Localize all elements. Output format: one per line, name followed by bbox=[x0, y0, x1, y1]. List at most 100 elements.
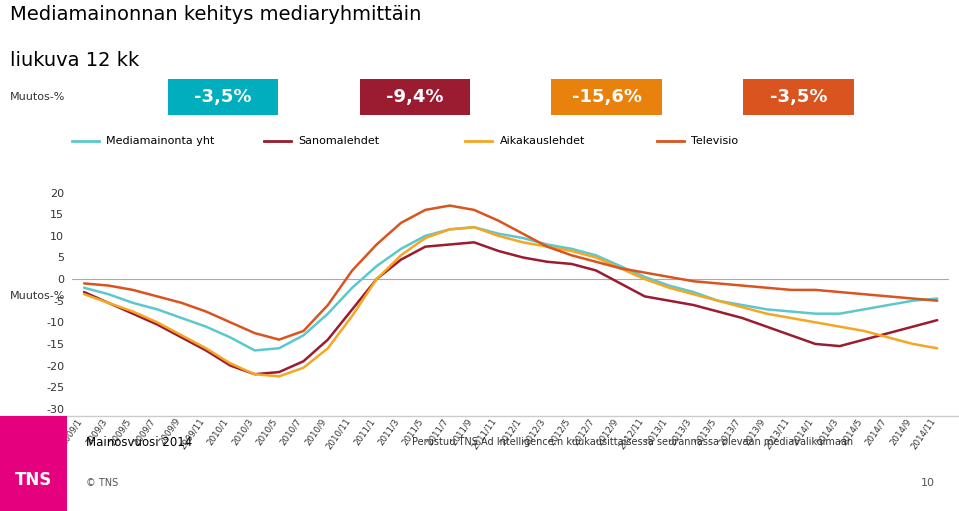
Aikakauslehdet bbox=[297, 365, 309, 371]
Televisio bbox=[882, 293, 894, 299]
Sanomalehdet bbox=[346, 306, 358, 312]
Mediamainonta yht bbox=[664, 283, 675, 289]
Televisio bbox=[297, 328, 309, 334]
Sanomalehdet bbox=[103, 300, 114, 306]
Televisio bbox=[760, 285, 772, 291]
Mediamainonta yht bbox=[590, 252, 601, 259]
Mediamainonta yht bbox=[371, 263, 383, 269]
Aikakauslehdet bbox=[809, 319, 821, 326]
Text: Mediamainonta yht: Mediamainonta yht bbox=[106, 135, 215, 146]
Mediamainonta yht bbox=[468, 224, 480, 230]
Televisio bbox=[664, 274, 675, 280]
Sanomalehdet bbox=[542, 259, 553, 265]
Aikakauslehdet bbox=[858, 328, 870, 334]
Sanomalehdet bbox=[809, 341, 821, 347]
Aikakauslehdet bbox=[103, 300, 114, 306]
Mediamainonta yht bbox=[103, 291, 114, 297]
Text: Muutos-%: Muutos-% bbox=[10, 291, 65, 301]
Line: Mediamainonta yht: Mediamainonta yht bbox=[84, 227, 937, 351]
Mediamainonta yht bbox=[175, 315, 187, 321]
Text: -3,5%: -3,5% bbox=[770, 88, 827, 106]
Mediamainonta yht bbox=[834, 311, 846, 317]
Text: TNS: TNS bbox=[15, 471, 52, 490]
Mediamainonta yht bbox=[420, 233, 432, 239]
Sanomalehdet bbox=[907, 323, 919, 330]
Text: -9,4%: -9,4% bbox=[386, 88, 443, 106]
Mediamainonta yht bbox=[152, 306, 163, 312]
Sanomalehdet bbox=[688, 302, 699, 308]
Televisio bbox=[200, 309, 212, 315]
Text: -3,5%: -3,5% bbox=[195, 88, 251, 106]
Sanomalehdet bbox=[371, 276, 383, 282]
Mediamainonta yht bbox=[224, 334, 236, 340]
Aikakauslehdet bbox=[468, 224, 480, 230]
Sanomalehdet bbox=[128, 311, 139, 317]
Text: liukuva 12 kk: liukuva 12 kk bbox=[10, 51, 139, 70]
Aikakauslehdet bbox=[639, 276, 650, 282]
Sanomalehdet bbox=[931, 317, 943, 323]
Text: Televisio: Televisio bbox=[691, 135, 738, 146]
Sanomalehdet bbox=[152, 321, 163, 328]
Televisio bbox=[79, 281, 90, 287]
Televisio bbox=[103, 283, 114, 289]
Aikakauslehdet bbox=[688, 291, 699, 297]
Text: Perustuu TNS Ad Intelligence:n kuukausittaisessa seurannassa olevaan mediavaliko: Perustuu TNS Ad Intelligence:n kuukausit… bbox=[412, 437, 854, 447]
Sanomalehdet bbox=[664, 297, 675, 304]
Aikakauslehdet bbox=[664, 285, 675, 291]
Text: Mediamainonnan kehitys mediaryhmittäin: Mediamainonnan kehitys mediaryhmittäin bbox=[10, 5, 421, 24]
Televisio bbox=[420, 207, 432, 213]
Televisio bbox=[639, 269, 650, 275]
Mediamainonta yht bbox=[809, 311, 821, 317]
Mediamainonta yht bbox=[737, 302, 748, 308]
Televisio bbox=[907, 295, 919, 301]
Mediamainonta yht bbox=[615, 263, 626, 269]
Televisio bbox=[346, 267, 358, 273]
Televisio bbox=[542, 244, 553, 250]
Aikakauslehdet bbox=[713, 297, 724, 304]
Aikakauslehdet bbox=[907, 341, 919, 347]
Line: Aikakauslehdet: Aikakauslehdet bbox=[84, 227, 937, 377]
Televisio bbox=[590, 259, 601, 265]
Televisio bbox=[737, 283, 748, 289]
Mediamainonta yht bbox=[128, 300, 139, 306]
Televisio bbox=[224, 319, 236, 326]
Mediamainonta yht bbox=[907, 297, 919, 304]
Sanomalehdet bbox=[615, 281, 626, 287]
Text: Muutos-%: Muutos-% bbox=[10, 92, 65, 102]
Sanomalehdet bbox=[517, 254, 528, 261]
Sanomalehdet bbox=[713, 309, 724, 315]
Aikakauslehdet bbox=[395, 252, 407, 259]
Mediamainonta yht bbox=[566, 246, 577, 252]
Televisio bbox=[566, 252, 577, 259]
Televisio bbox=[493, 218, 504, 224]
Sanomalehdet bbox=[175, 334, 187, 340]
Televisio bbox=[322, 302, 334, 308]
Televisio bbox=[713, 281, 724, 287]
Aikakauslehdet bbox=[760, 311, 772, 317]
Sanomalehdet bbox=[395, 257, 407, 263]
Televisio bbox=[395, 220, 407, 226]
Televisio bbox=[468, 207, 480, 213]
Aikakauslehdet bbox=[542, 244, 553, 250]
Aikakauslehdet bbox=[493, 233, 504, 239]
Aikakauslehdet bbox=[249, 371, 261, 377]
Mediamainonta yht bbox=[639, 274, 650, 280]
Text: Sanomalehdet: Sanomalehdet bbox=[298, 135, 380, 146]
Sanomalehdet bbox=[785, 332, 797, 338]
Aikakauslehdet bbox=[882, 334, 894, 340]
Mediamainonta yht bbox=[713, 297, 724, 304]
Televisio bbox=[809, 287, 821, 293]
Mediamainonta yht bbox=[79, 285, 90, 291]
Sanomalehdet bbox=[79, 289, 90, 295]
Televisio bbox=[688, 278, 699, 284]
Aikakauslehdet bbox=[590, 254, 601, 261]
Sanomalehdet bbox=[566, 261, 577, 267]
Sanomalehdet bbox=[760, 323, 772, 330]
Aikakauslehdet bbox=[834, 323, 846, 330]
Televisio bbox=[152, 293, 163, 299]
Sanomalehdet bbox=[249, 371, 261, 377]
Text: © TNS: © TNS bbox=[86, 478, 119, 488]
Sanomalehdet bbox=[200, 347, 212, 354]
Aikakauslehdet bbox=[931, 345, 943, 352]
Televisio bbox=[834, 289, 846, 295]
